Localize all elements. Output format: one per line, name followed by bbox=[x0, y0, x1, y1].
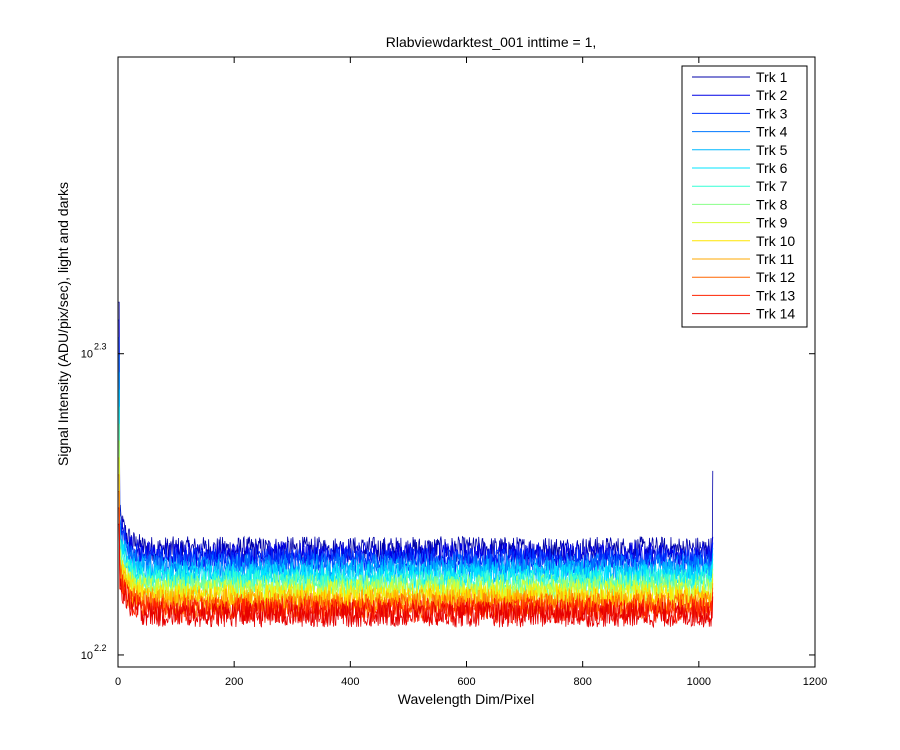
legend-label-6: Trk 6 bbox=[756, 160, 788, 176]
x-tick-label-1: 200 bbox=[225, 676, 243, 688]
y-tick-label-exponent-1: 2.3 bbox=[94, 342, 107, 352]
series-line-5 bbox=[118, 372, 714, 586]
y-axis-label: Signal Intensity (ADU/pix/sec), light an… bbox=[55, 182, 71, 466]
legend: Trk 1 Trk 2 Trk 3 Trk 4 Trk 5 Trk 6 Trk 7 Trk 8… bbox=[681, 65, 808, 328]
series-line-2 bbox=[118, 319, 714, 569]
chart-title: Rlabviewdarktest_001 inttime = 1, bbox=[386, 34, 597, 50]
y-tick-label-exponent-0: 2.2 bbox=[94, 643, 107, 653]
x-tick-label-5: 1000 bbox=[687, 676, 711, 688]
x-axis-label: Wavelength Dim/Pixel bbox=[398, 691, 534, 707]
legend-label-4: Trk 4 bbox=[756, 124, 788, 140]
legend-label-14: Trk 14 bbox=[756, 306, 795, 322]
series-layer bbox=[118, 301, 714, 629]
legend-label-12: Trk 12 bbox=[756, 269, 795, 285]
legend-label-1: Trk 1 bbox=[756, 69, 788, 85]
y-tick-label-base-1: 10 bbox=[81, 349, 93, 361]
x-tick-label-3: 600 bbox=[457, 676, 475, 688]
legend-label-13: Trk 13 bbox=[756, 287, 795, 303]
series-line-14 bbox=[118, 523, 714, 629]
legend-box bbox=[681, 65, 808, 328]
x-tick-label-2: 400 bbox=[341, 676, 359, 688]
legend-label-8: Trk 8 bbox=[756, 196, 788, 212]
x-axis-ticks: 0 200 400 600 800 1000 1200 bbox=[115, 57, 827, 688]
legend-label-10: Trk 10 bbox=[756, 233, 795, 249]
legend-label-11: Trk 11 bbox=[756, 251, 794, 267]
legend-label-9: Trk 9 bbox=[756, 215, 788, 231]
legend-label-3: Trk 3 bbox=[756, 105, 788, 121]
legend-label-5: Trk 5 bbox=[756, 142, 788, 158]
x-tick-label-0: 0 bbox=[115, 676, 121, 688]
x-tick-label-6: 1200 bbox=[803, 676, 827, 688]
y-tick-label-base-0: 10 bbox=[81, 650, 93, 662]
x-tick-label-4: 800 bbox=[573, 676, 591, 688]
legend-label-2: Trk 2 bbox=[756, 87, 788, 103]
legend-label-7: Trk 7 bbox=[756, 178, 788, 194]
